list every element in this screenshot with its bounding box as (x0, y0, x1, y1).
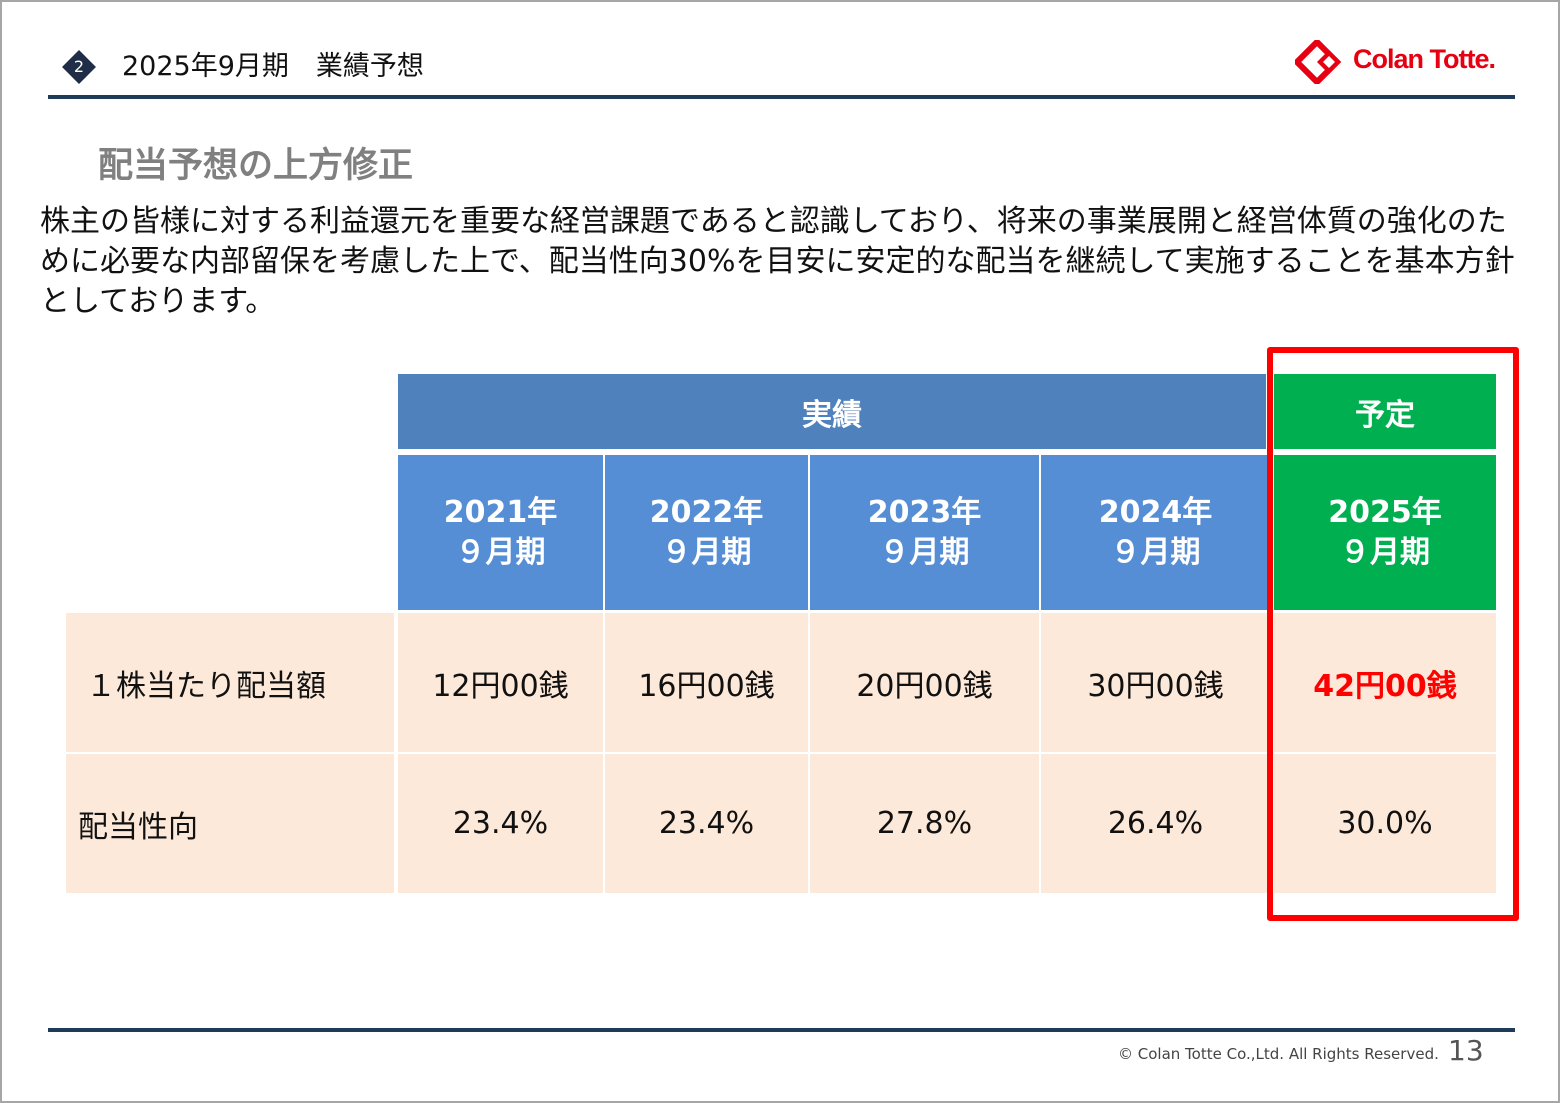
year-label: 2022年 (649, 494, 764, 530)
footer-divider (48, 1028, 1515, 1032)
page-number: 13 (1448, 1034, 1484, 1067)
logo-mark-icon (1295, 40, 1342, 84)
period-label: ９月期 (661, 534, 752, 570)
table-cell: 27.8% (810, 754, 1039, 893)
table-cell: 12円00銭 (398, 613, 603, 752)
policy-paragraph: 株主の皆様に対する利益還元を重要な経営課題であると認識しており、将来の事業展開と… (40, 204, 1515, 319)
year-header-2021: 2021年 ９月期 (398, 455, 603, 610)
header-actual: 実績 (398, 374, 1266, 449)
year-header-2025: 2025年 ９月期 (1274, 455, 1496, 610)
period-label: ９月期 (455, 534, 546, 570)
table-cell: 23.4% (398, 754, 603, 893)
page-subtitle: 配当予想の上方修正 (98, 146, 414, 186)
section-title: 2025年9月期 業績予想 (122, 51, 424, 82)
header-plan: 予定 (1274, 374, 1496, 449)
year-label: 2023年 (867, 494, 982, 530)
year-header-2023: 2023年 ９月期 (810, 455, 1039, 610)
table-cell-forecast: 42円00銭 (1274, 613, 1496, 752)
table-cell: 23.4% (605, 754, 808, 893)
period-label: ９月期 (1340, 534, 1430, 570)
year-label: 2024年 (1098, 494, 1213, 530)
section-marker: 2 (62, 50, 96, 84)
row-label-text: １株当たり配当額 (86, 668, 326, 704)
period-label: ９月期 (879, 534, 970, 570)
copyright-text: © Colan Totte Co.,Ltd. All Rights Reserv… (1118, 1045, 1439, 1063)
company-logo: Colan Totte. (1295, 40, 1507, 84)
logo-text: Colan Totte. (1353, 44, 1496, 74)
year-label: 2021年 (443, 494, 558, 530)
table-cell: 30円00銭 (1041, 613, 1270, 752)
header-divider (48, 95, 1515, 99)
period-label: ９月期 (1110, 534, 1201, 570)
year-label: 2025年 (1328, 494, 1442, 530)
row-label-dividend-per-share: １株当たり配当額 (66, 613, 394, 752)
row-label-payout-ratio: 配当性向 (66, 754, 394, 893)
row-label-text: 配当性向 (78, 809, 198, 845)
table-cell: 20円00銭 (810, 613, 1039, 752)
table-cell: 16円00銭 (605, 613, 808, 752)
table-cell-forecast: 30.0% (1274, 754, 1496, 893)
year-header-2022: 2022年 ９月期 (605, 455, 808, 610)
forecast-highlight-box (1267, 347, 1519, 921)
section-number: 2 (73, 57, 85, 76)
table-cell: 26.4% (1041, 754, 1270, 893)
year-header-2024: 2024年 ９月期 (1041, 455, 1270, 610)
